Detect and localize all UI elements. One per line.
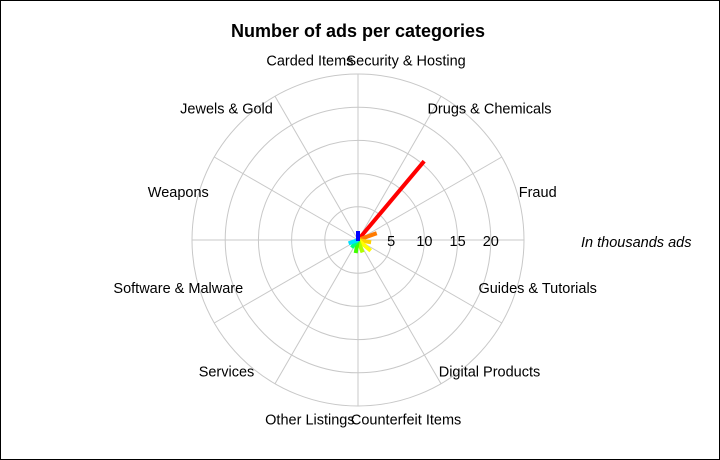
center-marker — [356, 231, 360, 241]
grid-spoke — [213, 239, 359, 324]
bar-5 — [356, 159, 426, 242]
grid-spoke — [357, 95, 442, 241]
category-label: Carded Items — [266, 53, 353, 69]
category-label: Software & Malware — [113, 281, 243, 297]
radial-tick-labels: 5 10 15 20 — [387, 234, 499, 250]
chart-title: Number of ads per categories — [231, 21, 485, 41]
category-label: Other Listings — [265, 413, 354, 429]
radial-tick-label: 5 — [387, 234, 395, 250]
radial-tick-label: 20 — [483, 234, 499, 250]
category-label: Counterfeit Items — [351, 413, 461, 429]
bars-layer — [347, 159, 426, 254]
grid-spoke — [274, 95, 359, 241]
polar-grid — [191, 73, 525, 407]
category-label: Drugs & Chemicals — [427, 102, 551, 118]
category-label: Jewels & Gold — [180, 102, 273, 118]
category-labels: Weapons Jewels & Gold Carded ItemsSecurity… — [113, 53, 597, 428]
grid-spoke — [357, 239, 442, 385]
unit-label: In thousands ads — [581, 235, 691, 251]
grid-spoke — [357, 239, 503, 324]
category-label: Guides & Tutorials — [478, 281, 596, 297]
category-label: Fraud — [519, 185, 557, 201]
grid-spoke — [357, 156, 503, 241]
grid-spoke — [213, 156, 359, 241]
category-label: Weapons — [148, 185, 209, 201]
category-label: Digital Products — [439, 365, 541, 381]
radial-tick-label: 10 — [416, 234, 432, 250]
category-label: Services — [199, 365, 255, 381]
grid-spoke — [274, 239, 359, 385]
category-label: Security & Hosting — [346, 53, 465, 69]
radial-tick-label: 15 — [450, 234, 466, 250]
